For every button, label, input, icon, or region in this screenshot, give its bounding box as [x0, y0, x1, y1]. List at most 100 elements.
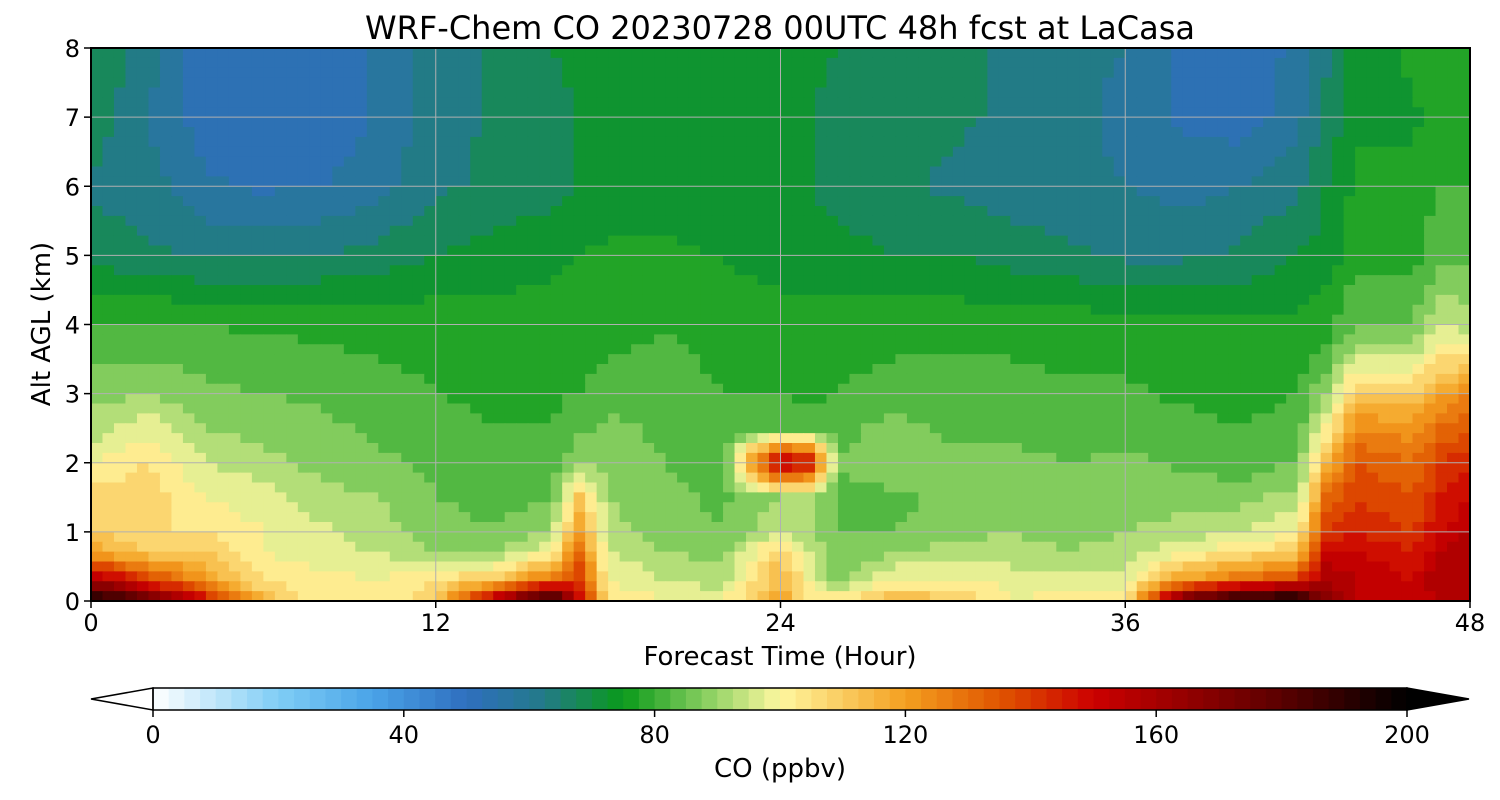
heatmap-cell — [1010, 87, 1023, 98]
heatmap-cell — [1113, 87, 1126, 98]
heatmap-cell — [1286, 57, 1299, 69]
heatmap-cell — [1355, 225, 1368, 237]
heatmap-cell — [688, 354, 701, 365]
heatmap-cell — [1021, 67, 1034, 79]
heatmap-cell — [113, 294, 127, 306]
heatmap-cell — [355, 127, 368, 138]
heatmap-cell — [447, 294, 460, 306]
heatmap-cell — [1355, 334, 1368, 345]
heatmap-cell — [1067, 117, 1080, 128]
heatmap-cell — [1056, 215, 1069, 227]
heatmap-cell — [1286, 443, 1299, 454]
heatmap-cell — [171, 176, 184, 187]
heatmap-cell — [700, 314, 713, 326]
heatmap-cell — [677, 413, 690, 424]
heatmap-cell — [883, 443, 897, 454]
heatmap-cell — [240, 196, 253, 207]
heatmap-cell — [1102, 344, 1115, 355]
heatmap-cell — [504, 285, 517, 296]
heatmap-cell — [573, 77, 586, 89]
heatmap-cell — [1044, 176, 1057, 187]
heatmap-cell — [113, 433, 127, 444]
heatmap-cell — [872, 48, 885, 59]
heatmap-cell — [700, 196, 713, 207]
heatmap-cell — [1286, 324, 1299, 335]
heatmap-cell — [837, 156, 851, 168]
heatmap-cell — [447, 393, 460, 405]
heatmap-cell — [619, 294, 632, 306]
heatmap-cell — [1136, 324, 1149, 335]
heatmap-cell — [941, 452, 954, 464]
heatmap-cell — [481, 443, 494, 454]
heatmap-cell — [136, 373, 150, 385]
heatmap-cell — [332, 413, 345, 424]
heatmap-cell — [171, 107, 184, 118]
heatmap-cell — [642, 156, 655, 168]
heatmap-cell — [527, 48, 540, 59]
heatmap-cell — [1102, 334, 1115, 345]
heatmap-cell — [883, 285, 897, 296]
heatmap-cell — [378, 364, 391, 375]
heatmap-cell — [585, 403, 598, 414]
heatmap-cell — [872, 57, 885, 69]
heatmap-cell — [654, 245, 667, 256]
heatmap-cell — [516, 136, 529, 148]
heatmap-cell — [435, 235, 448, 247]
heatmap-cell — [113, 127, 127, 138]
heatmap-cell — [860, 127, 874, 138]
heatmap-cell — [159, 97, 173, 108]
heatmap-cell — [1389, 383, 1402, 395]
heatmap-cell — [194, 186, 207, 197]
heatmap-cell — [1217, 423, 1230, 434]
heatmap-cell — [401, 235, 414, 247]
heatmap-cell — [1125, 87, 1138, 98]
heatmap-cell — [297, 403, 310, 414]
heatmap-cell — [1309, 166, 1322, 177]
heatmap-cell — [872, 166, 885, 177]
heatmap-cell — [1159, 235, 1172, 247]
heatmap-cell — [918, 67, 931, 79]
heatmap-cell — [125, 127, 138, 138]
heatmap-cell — [1366, 136, 1379, 148]
heatmap-cell — [1148, 235, 1161, 247]
heatmap-cell — [1435, 245, 1448, 256]
heatmap-cell — [700, 443, 713, 454]
heatmap-cell — [1297, 393, 1310, 405]
heatmap-cell — [1113, 344, 1126, 355]
heatmap-cell — [1067, 215, 1080, 227]
heatmap-cell — [1125, 225, 1138, 237]
heatmap-cell — [343, 156, 356, 168]
heatmap-cell — [458, 403, 471, 414]
heatmap-cell — [1067, 324, 1080, 335]
heatmap-cell — [1424, 334, 1437, 345]
heatmap-cell — [654, 433, 667, 444]
heatmap-cell — [435, 57, 448, 69]
heatmap-cell — [504, 344, 517, 355]
heatmap-cell — [780, 186, 793, 197]
heatmap-cell — [746, 344, 759, 355]
heatmap-cell — [1378, 304, 1391, 316]
heatmap-cell — [1240, 334, 1253, 345]
heatmap-cell — [1447, 176, 1460, 187]
heatmap-cell — [550, 156, 563, 168]
heatmap-cell — [1274, 383, 1287, 395]
heatmap-cell — [217, 156, 230, 168]
heatmap-cell — [1159, 393, 1172, 405]
heatmap-cell — [332, 344, 345, 355]
heatmap-cell — [355, 423, 368, 434]
heatmap-cell — [1332, 107, 1345, 118]
heatmap-cell — [872, 77, 885, 89]
heatmap-cell — [1228, 334, 1241, 345]
heatmap-cell — [998, 206, 1011, 217]
heatmap-cell — [952, 314, 965, 326]
heatmap-cell — [1159, 127, 1172, 138]
heatmap-cell — [1435, 235, 1448, 247]
heatmap-cell — [1309, 413, 1322, 424]
heatmap-cell — [113, 77, 127, 89]
heatmap-cell — [171, 77, 184, 89]
heatmap-cell — [1113, 117, 1126, 128]
heatmap-cell — [332, 304, 345, 316]
heatmap-cell — [1309, 87, 1322, 98]
heatmap-cell — [1435, 373, 1448, 385]
heatmap-cell — [1010, 344, 1023, 355]
